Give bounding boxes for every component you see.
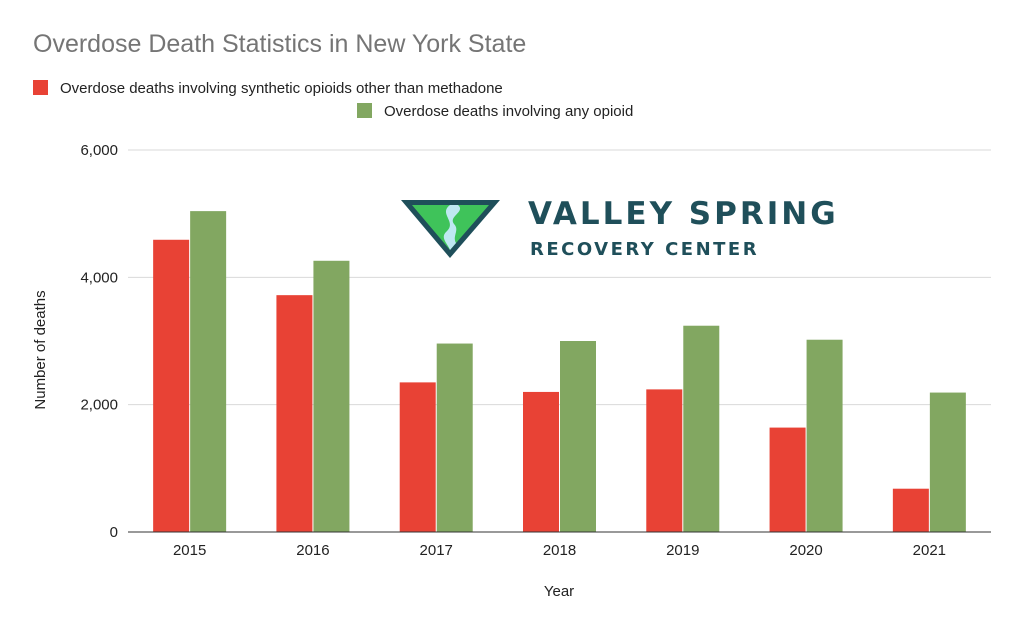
x-tick-label: 2016 [296,542,329,559]
logo-river [443,205,461,250]
x-axis-title: Year [544,583,574,600]
x-axis-ticks: 2015 2016 2017 2018 2019 2020 2021 [173,542,946,559]
bar-any-opioid-2017 [436,343,473,532]
logo-title: VALLEY SPRING [528,196,839,232]
x-tick-label: 2015 [173,542,206,559]
y-axis-title: Number of deaths [32,290,49,409]
bar-any-opioid-2016 [313,260,350,532]
legend: Overdose deaths involving synthetic opio… [33,80,633,120]
legend-swatch-synthetic [33,80,48,95]
watermark-logo: VALLEY SPRING RECOVERY CENTER [401,196,839,260]
bar-any-opioid-2015 [190,211,227,532]
bar-synthetic-2019 [646,389,683,532]
y-tick-label: 2,000 [80,397,118,414]
x-tick-label: 2020 [789,542,822,559]
chart-title: Overdose Death Statistics in New York St… [33,30,526,58]
bar-synthetic-2016 [276,295,313,532]
y-tick-label: 6,000 [80,142,118,159]
bar-synthetic-2021 [892,488,929,532]
x-tick-label: 2019 [666,542,699,559]
bar-synthetic-2017 [399,382,436,532]
bar-any-opioid-2019 [683,325,720,532]
bar-any-opioid-2018 [560,341,596,532]
gridlines [128,149,991,406]
x-tick-label: 2018 [543,542,576,559]
bar-any-opioid-2021 [929,392,966,532]
x-tick-label: 2021 [913,542,946,559]
bar-synthetic-2015 [153,239,190,532]
legend-swatch-any-opioid [357,103,372,118]
bar-any-opioid-2020 [806,339,843,532]
legend-label-synthetic: Overdose deaths involving synthetic opio… [60,80,503,97]
logo-subtitle: RECOVERY CENTER [530,239,759,260]
y-tick-label: 4,000 [80,269,118,286]
x-tick-label: 2017 [420,542,453,559]
bars [153,211,966,532]
y-axis-ticks: 0 2,000 4,000 6,000 [80,142,118,541]
legend-label-any-opioid: Overdose deaths involving any opioid [384,103,633,120]
y-tick-label: 0 [110,524,118,541]
bar-synthetic-2020 [769,427,806,532]
bar-synthetic-2018 [523,391,559,532]
